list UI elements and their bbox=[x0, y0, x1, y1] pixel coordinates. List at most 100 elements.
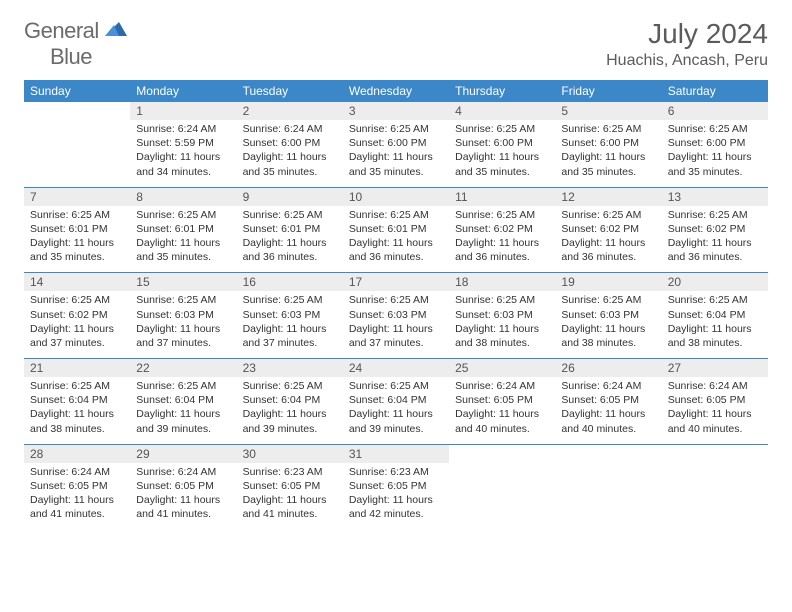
cell-line: Sunrise: 6:23 AM bbox=[349, 465, 443, 479]
cell-line: Daylight: 11 hours bbox=[136, 493, 230, 507]
content-row: Sunrise: 6:25 AMSunset: 6:04 PMDaylight:… bbox=[24, 377, 768, 444]
day-cell: Sunrise: 6:25 AMSunset: 6:01 PMDaylight:… bbox=[343, 206, 449, 273]
cell-line: Sunrise: 6:25 AM bbox=[30, 208, 124, 222]
cell-line: Sunrise: 6:25 AM bbox=[668, 208, 762, 222]
day-number: 2 bbox=[237, 102, 343, 120]
cell-line: Sunrise: 6:25 AM bbox=[349, 293, 443, 307]
day-cell: Sunrise: 6:25 AMSunset: 6:04 PMDaylight:… bbox=[343, 377, 449, 444]
cell-line: and 36 minutes. bbox=[561, 250, 655, 264]
cell-line: and 35 minutes. bbox=[668, 165, 762, 179]
day-number bbox=[24, 102, 130, 120]
brand-word2: Blue bbox=[50, 44, 92, 69]
day-cell: Sunrise: 6:23 AMSunset: 6:05 PMDaylight:… bbox=[237, 463, 343, 530]
cell-line: Daylight: 11 hours bbox=[668, 322, 762, 336]
day-number: 1 bbox=[130, 102, 236, 120]
cell-line: Sunset: 6:01 PM bbox=[136, 222, 230, 236]
cell-line: and 36 minutes. bbox=[668, 250, 762, 264]
cell-line: and 35 minutes. bbox=[455, 165, 549, 179]
day-number: 21 bbox=[24, 359, 130, 378]
day-number: 15 bbox=[130, 273, 236, 292]
cell-line: and 37 minutes. bbox=[30, 336, 124, 350]
day-number bbox=[449, 444, 555, 463]
cell-line: Sunrise: 6:25 AM bbox=[455, 122, 549, 136]
day-cell: Sunrise: 6:25 AMSunset: 6:00 PMDaylight:… bbox=[343, 120, 449, 187]
dayhead-fri: Friday bbox=[555, 80, 661, 102]
cell-line: and 36 minutes. bbox=[243, 250, 337, 264]
cell-line: and 38 minutes. bbox=[455, 336, 549, 350]
brand-text: General Blue bbox=[24, 18, 127, 70]
content-row: Sunrise: 6:24 AMSunset: 6:05 PMDaylight:… bbox=[24, 463, 768, 530]
month-title: July 2024 bbox=[606, 18, 768, 50]
day-cell: Sunrise: 6:25 AMSunset: 6:02 PMDaylight:… bbox=[662, 206, 768, 273]
cell-line: Daylight: 11 hours bbox=[243, 493, 337, 507]
cell-line: Sunset: 6:04 PM bbox=[668, 308, 762, 322]
cell-line: Sunrise: 6:25 AM bbox=[349, 208, 443, 222]
cell-line: Sunrise: 6:25 AM bbox=[455, 208, 549, 222]
cell-line: Sunrise: 6:25 AM bbox=[136, 208, 230, 222]
daynum-row: 28293031 bbox=[24, 444, 768, 463]
cell-line: Daylight: 11 hours bbox=[30, 322, 124, 336]
day-number: 27 bbox=[662, 359, 768, 378]
cell-line: Daylight: 11 hours bbox=[668, 236, 762, 250]
cell-line: Sunset: 6:04 PM bbox=[243, 393, 337, 407]
content-row: Sunrise: 6:24 AMSunset: 5:59 PMDaylight:… bbox=[24, 120, 768, 187]
cell-line: and 34 minutes. bbox=[136, 165, 230, 179]
day-number: 19 bbox=[555, 273, 661, 292]
day-cell: Sunrise: 6:25 AMSunset: 6:00 PMDaylight:… bbox=[449, 120, 555, 187]
brand-triangle-icon bbox=[105, 20, 127, 36]
location-text: Huachis, Ancash, Peru bbox=[606, 52, 768, 70]
cell-line: Sunrise: 6:24 AM bbox=[455, 379, 549, 393]
cell-line: and 39 minutes. bbox=[243, 422, 337, 436]
day-cell: Sunrise: 6:24 AMSunset: 6:05 PMDaylight:… bbox=[449, 377, 555, 444]
calendar-body: 123456Sunrise: 6:24 AMSunset: 5:59 PMDay… bbox=[24, 102, 768, 529]
cell-line: Daylight: 11 hours bbox=[243, 322, 337, 336]
cell-line: Sunrise: 6:25 AM bbox=[455, 293, 549, 307]
title-block: July 2024 Huachis, Ancash, Peru bbox=[606, 18, 768, 72]
cell-line: Sunset: 6:00 PM bbox=[668, 136, 762, 150]
cell-line: Sunset: 6:05 PM bbox=[243, 479, 337, 493]
cell-line: and 40 minutes. bbox=[561, 422, 655, 436]
cell-line: Sunrise: 6:25 AM bbox=[243, 208, 337, 222]
day-number: 31 bbox=[343, 444, 449, 463]
day-number: 12 bbox=[555, 187, 661, 206]
cell-line: Daylight: 11 hours bbox=[561, 150, 655, 164]
cell-line: Sunset: 6:01 PM bbox=[243, 222, 337, 236]
content-row: Sunrise: 6:25 AMSunset: 6:02 PMDaylight:… bbox=[24, 291, 768, 358]
day-number: 16 bbox=[237, 273, 343, 292]
cell-line: Sunrise: 6:24 AM bbox=[30, 465, 124, 479]
cell-line: Sunrise: 6:25 AM bbox=[561, 122, 655, 136]
day-cell: Sunrise: 6:25 AMSunset: 6:03 PMDaylight:… bbox=[237, 291, 343, 358]
cell-line: Sunset: 6:03 PM bbox=[136, 308, 230, 322]
day-cell: Sunrise: 6:25 AMSunset: 6:00 PMDaylight:… bbox=[662, 120, 768, 187]
cell-line: Sunset: 6:05 PM bbox=[561, 393, 655, 407]
daynum-row: 14151617181920 bbox=[24, 273, 768, 292]
cell-line: Sunrise: 6:25 AM bbox=[30, 379, 124, 393]
dayhead-tue: Tuesday bbox=[237, 80, 343, 102]
calendar-table: Sunday Monday Tuesday Wednesday Thursday… bbox=[24, 80, 768, 529]
cell-line: and 40 minutes. bbox=[455, 422, 549, 436]
cell-line: Daylight: 11 hours bbox=[349, 493, 443, 507]
cell-line: Sunrise: 6:25 AM bbox=[668, 122, 762, 136]
cell-line: and 36 minutes. bbox=[349, 250, 443, 264]
day-cell: Sunrise: 6:24 AMSunset: 6:05 PMDaylight:… bbox=[130, 463, 236, 530]
day-cell: Sunrise: 6:24 AMSunset: 6:05 PMDaylight:… bbox=[555, 377, 661, 444]
cell-line: Sunset: 6:02 PM bbox=[455, 222, 549, 236]
cell-line: Sunrise: 6:24 AM bbox=[561, 379, 655, 393]
daynum-row: 123456 bbox=[24, 102, 768, 120]
cell-line: Sunset: 6:03 PM bbox=[243, 308, 337, 322]
day-number: 22 bbox=[130, 359, 236, 378]
cell-line: Sunrise: 6:25 AM bbox=[668, 293, 762, 307]
cell-line: and 42 minutes. bbox=[349, 507, 443, 521]
cell-line: Daylight: 11 hours bbox=[455, 322, 549, 336]
cell-line: Sunset: 6:00 PM bbox=[243, 136, 337, 150]
day-number: 29 bbox=[130, 444, 236, 463]
day-number: 5 bbox=[555, 102, 661, 120]
cell-line: Sunset: 6:00 PM bbox=[561, 136, 655, 150]
day-cell: Sunrise: 6:23 AMSunset: 6:05 PMDaylight:… bbox=[343, 463, 449, 530]
cell-line: Sunset: 6:05 PM bbox=[349, 479, 443, 493]
day-number: 6 bbox=[662, 102, 768, 120]
cell-line: and 36 minutes. bbox=[455, 250, 549, 264]
day-cell: Sunrise: 6:24 AMSunset: 6:05 PMDaylight:… bbox=[24, 463, 130, 530]
cell-line: Daylight: 11 hours bbox=[668, 407, 762, 421]
cell-line: Daylight: 11 hours bbox=[243, 407, 337, 421]
